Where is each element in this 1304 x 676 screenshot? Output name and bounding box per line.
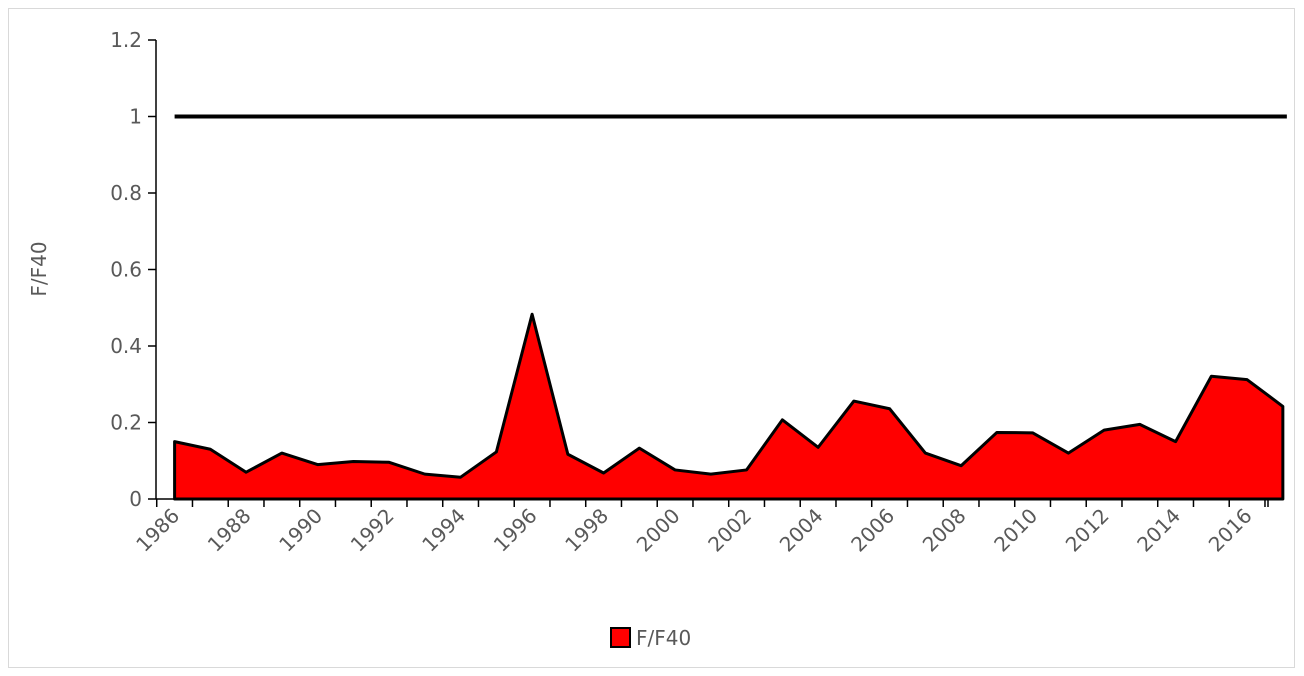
x-tick-label: 2000: [632, 504, 685, 557]
y-axis: 0 0.2 0.4 0.6 0.8 1 1.2: [110, 28, 157, 511]
x-tick-label: 1992: [346, 504, 399, 557]
y-tick-label: 0.8: [110, 181, 142, 205]
y-tick-label: 1.2: [110, 28, 142, 52]
y-tick-label: 0.2: [110, 411, 142, 435]
x-tick-label: 1994: [417, 504, 470, 557]
x-tick-label: 1990: [274, 504, 327, 557]
area-series-f-f40: [173, 312, 1285, 501]
y-axis-title: F/F40: [27, 241, 51, 296]
x-tick-label: 2016: [1204, 504, 1257, 557]
x-tick-label: 1996: [489, 504, 542, 557]
y-tick-label: 0.4: [110, 334, 142, 358]
legend-label: F/F40: [636, 626, 691, 650]
x-tick-label: 2014: [1132, 504, 1185, 557]
x-tick-label: 2004: [775, 504, 828, 557]
x-tick-label: 1998: [560, 504, 613, 557]
x-tick-label: 2008: [918, 504, 971, 557]
x-tick-label: 2012: [1061, 504, 1114, 557]
legend: F/F40: [610, 626, 691, 650]
y-tick-label: 0.6: [110, 258, 142, 282]
plot-area: [173, 114, 1287, 501]
x-tick-label: 1986: [131, 504, 184, 557]
x-tick-label: 2006: [846, 504, 899, 557]
x-tick-label: 2010: [989, 504, 1042, 557]
y-tick-label: 0: [129, 487, 142, 511]
x-tick-label: 1988: [203, 504, 256, 557]
y-tick-label: 1: [129, 105, 142, 129]
x-axis: 1986 1988 1990 1992 1994 1996 1998 2000 2002 2004…: [131, 498, 1269, 557]
x-tick-label: 2002: [703, 504, 756, 557]
legend-swatch: [610, 627, 631, 648]
